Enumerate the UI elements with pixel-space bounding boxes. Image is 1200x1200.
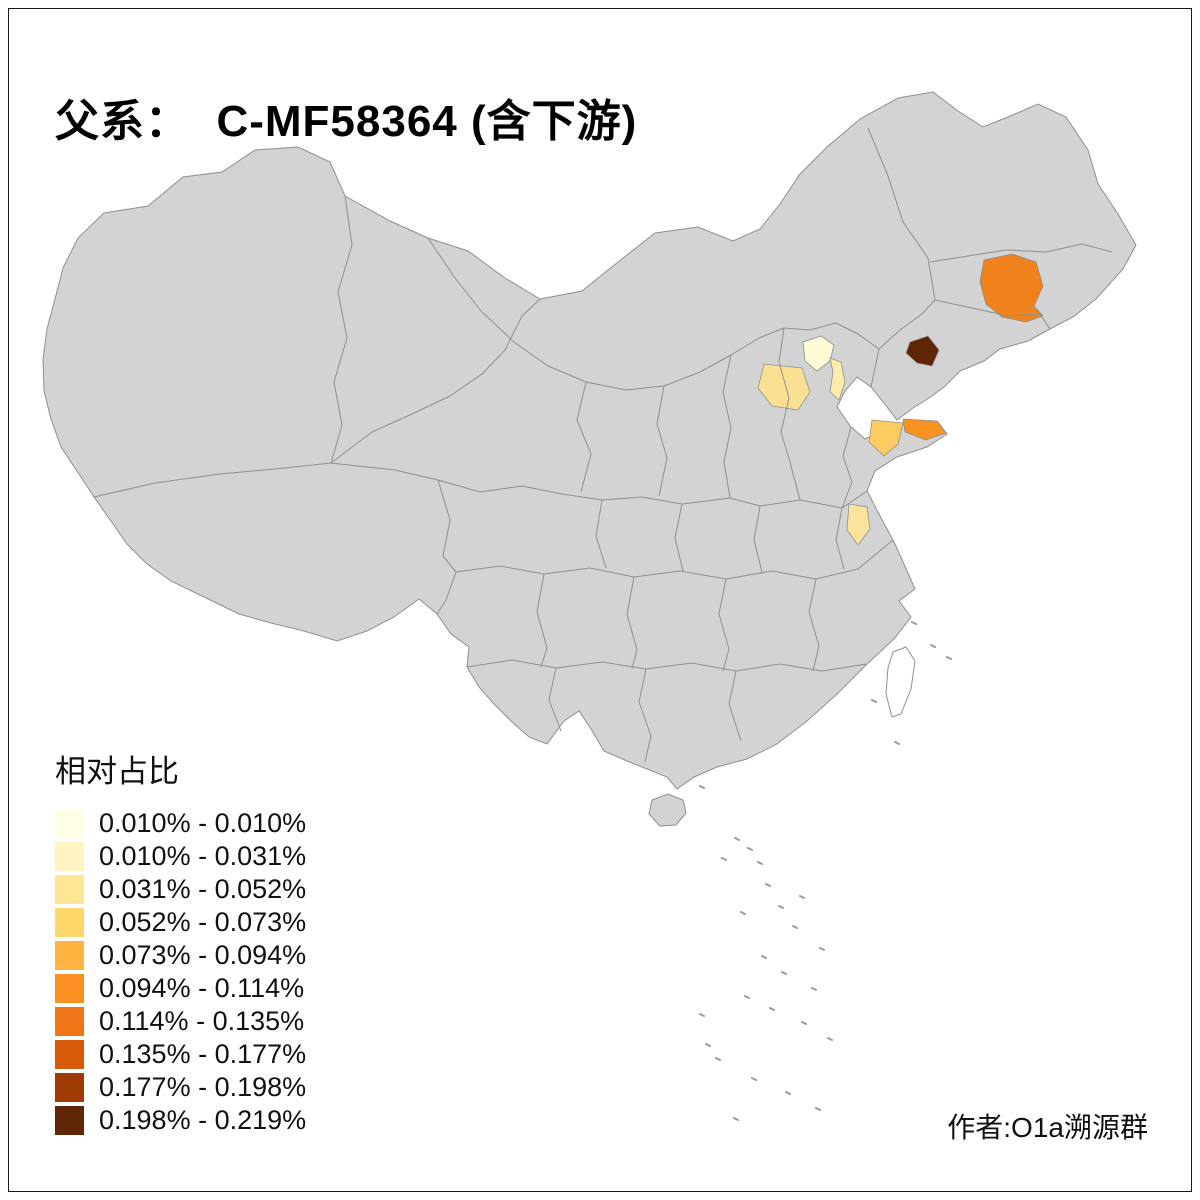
legend-swatch [55, 1040, 84, 1069]
legend-row: 0.198% - 0.219% [55, 1104, 306, 1137]
author-credit: 作者:O1a溯源群 [947, 1112, 1148, 1143]
province-borders [93, 127, 1113, 763]
legend-rows: 0.010% - 0.010% 0.010% - 0.031% 0.031% - 0… [55, 807, 306, 1137]
legend-row: 0.135% - 0.177% [55, 1038, 306, 1071]
legend-swatch [55, 941, 84, 970]
shandong-mid-tan-region [868, 419, 904, 457]
legend-label: 0.031% - 0.052% [99, 874, 307, 904]
legend-swatch [55, 875, 84, 904]
legend-swatch [55, 974, 84, 1003]
beijing-pale-region [802, 335, 835, 372]
legend-row: 0.094% - 0.114% [55, 972, 306, 1005]
jiangsu-light-region [846, 503, 871, 546]
page-title: 父系： C-MF58364 (含下游) [55, 97, 638, 147]
legend-title: 相对占比 [55, 754, 179, 789]
hebei-light-region [757, 363, 811, 411]
shandong-tip-orange-region [902, 418, 947, 441]
legend-label: 0.114% - 0.135% [99, 1006, 305, 1036]
legend-row: 0.073% - 0.094% [55, 939, 306, 972]
tianjin-light-region [829, 357, 846, 401]
legend-label: 0.052% - 0.073% [99, 907, 307, 937]
legend-swatch [55, 1106, 84, 1135]
legend-swatch [55, 1007, 84, 1036]
northeast-orange-region [979, 253, 1044, 323]
legend-row: 0.010% - 0.010% [55, 807, 306, 840]
legend-swatch [55, 842, 84, 871]
legend-row: 0.114% - 0.135% [55, 1005, 306, 1038]
legend-swatch [55, 908, 84, 937]
legend-swatch [55, 809, 84, 838]
highlighted-regions [757, 253, 1044, 546]
legend: 相对占比 0.010% - 0.010% 0.010% - 0.031% 0.031… [55, 746, 306, 1137]
legend-label: 0.073% - 0.094% [99, 940, 307, 970]
legend-label: 0.010% - 0.010% [99, 808, 307, 838]
legend-row: 0.010% - 0.031% [55, 840, 306, 873]
legend-label: 0.010% - 0.031% [99, 841, 307, 871]
legend-row: 0.052% - 0.073% [55, 906, 306, 939]
islands-group [648, 621, 952, 1121]
south-china-sea-islets [699, 621, 952, 1121]
taiwan-island [885, 646, 916, 718]
hainan-island [648, 793, 687, 827]
mainland-group [42, 91, 1137, 790]
china-mainland [42, 91, 1137, 790]
legend-label: 0.198% - 0.219% [99, 1105, 307, 1135]
liaoning-coast-dark-region [905, 335, 940, 367]
legend-row: 0.177% - 0.198% [55, 1071, 306, 1104]
legend-label: 0.135% - 0.177% [99, 1039, 307, 1069]
legend-row: 0.031% - 0.052% [55, 873, 306, 906]
province-borders-path [93, 127, 1113, 763]
legend-label: 0.094% - 0.114% [99, 973, 305, 1003]
legend-swatch [55, 1073, 84, 1102]
legend-label: 0.177% - 0.198% [99, 1072, 307, 1102]
